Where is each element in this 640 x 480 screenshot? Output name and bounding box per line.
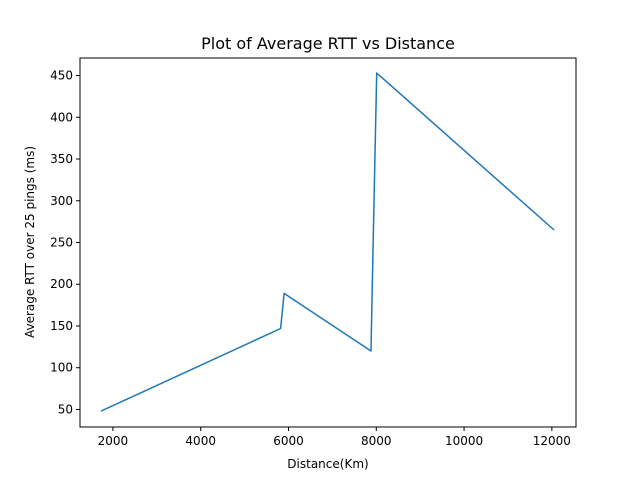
- x-tick-label: 8000: [361, 434, 392, 448]
- y-tick-label: 450: [50, 69, 73, 83]
- y-tick-label: 100: [50, 361, 73, 375]
- x-axis: 2000 4000 6000 8000 10000 12000: [98, 427, 571, 448]
- series-line-0: [100, 72, 555, 412]
- chart-title: Plot of Average RTT vs Distance: [201, 34, 455, 53]
- y-tick-label: 300: [50, 194, 73, 208]
- x-axis-label: Distance(Km): [287, 457, 368, 471]
- x-tick-label: 4000: [185, 434, 216, 448]
- x-tick-label: 2000: [98, 434, 129, 448]
- y-axis-label: Average RTT over 25 pings (ms): [23, 146, 37, 338]
- y-tick-label: 400: [50, 110, 73, 124]
- plot-frame: [79, 57, 577, 428]
- y-axis: 50 100 150 200 250 300 350 400 450: [50, 69, 80, 416]
- y-tick-label: 350: [50, 152, 73, 166]
- y-tick-label: 250: [50, 236, 73, 250]
- y-tick-label: 50: [58, 402, 73, 416]
- y-tick-label: 150: [50, 319, 73, 333]
- plot-area: [100, 72, 555, 412]
- y-tick-label: 200: [50, 277, 73, 291]
- x-tick-label: 12000: [533, 434, 571, 448]
- x-tick-label: 10000: [445, 434, 483, 448]
- x-tick-label: 6000: [273, 434, 304, 448]
